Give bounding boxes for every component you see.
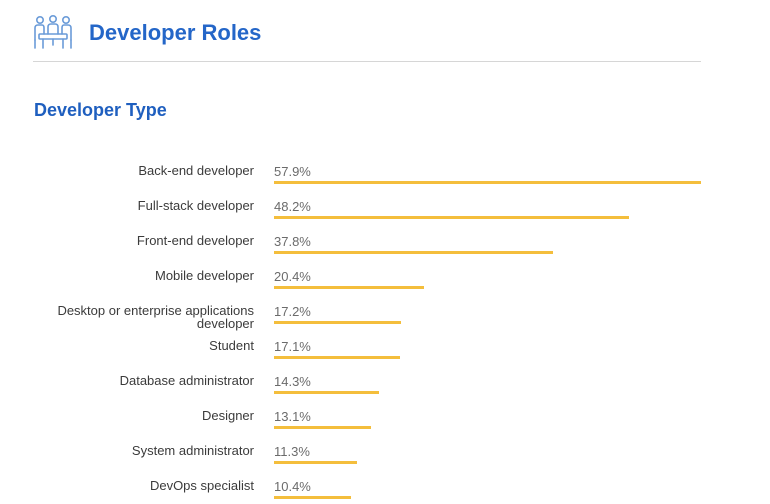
category-label: Desktop or enterprise applications devel… [57,303,254,331]
bar [274,181,701,184]
value-label: 14.3% [274,374,311,389]
bar-row: Student 17.1% [0,339,770,374]
bar [274,286,424,289]
category-label: DevOps specialist [149,478,254,493]
bar [274,251,553,254]
value-label: 48.2% [274,199,311,214]
bar [274,426,371,429]
bar-row: Desktop or enterprise applications devel… [0,304,770,339]
bar-row: Front-end developer 37.8% [0,234,770,269]
category-label: Full-stack developer [137,198,254,213]
value-label: 11.3% [274,444,310,459]
bar-row: Mobile developer 20.4% [0,269,770,304]
category-label: System administrator [131,443,254,458]
value-label: 17.1% [274,339,311,354]
bar [274,356,400,359]
value-label: 57.9% [274,164,311,179]
category-label: Mobile developer [154,268,254,283]
category-label: Front-end developer [136,233,254,248]
page-header: Developer Roles [33,12,701,62]
team-meeting-icon [34,14,72,49]
bar [274,496,351,499]
category-label: Designer [201,408,254,423]
bar-row: System administrator 11.3% [0,444,770,479]
value-label: 17.2% [274,304,311,319]
category-label: Student [209,338,254,353]
value-label: 13.1% [274,409,311,424]
category-label: Back-end developer [138,163,254,178]
category-label: Database administrator [119,373,254,388]
bar [274,461,357,464]
page-title: Developer Roles [89,20,262,45]
bar-row: DevOps specialist 10.4% [0,479,770,504]
value-label: 20.4% [274,269,311,284]
bar-row: Back-end developer 57.9% [0,164,770,199]
bar-row: Designer 13.1% [0,409,770,444]
value-label: 37.8% [274,234,311,249]
value-label: 10.4% [274,479,311,494]
bar [274,391,379,394]
bar [274,216,629,219]
bar-row: Database administrator 14.3% [0,374,770,409]
chart-title: Developer Type [34,100,167,120]
bar [274,321,401,324]
bar-row: Full-stack developer 48.2% [0,199,770,234]
